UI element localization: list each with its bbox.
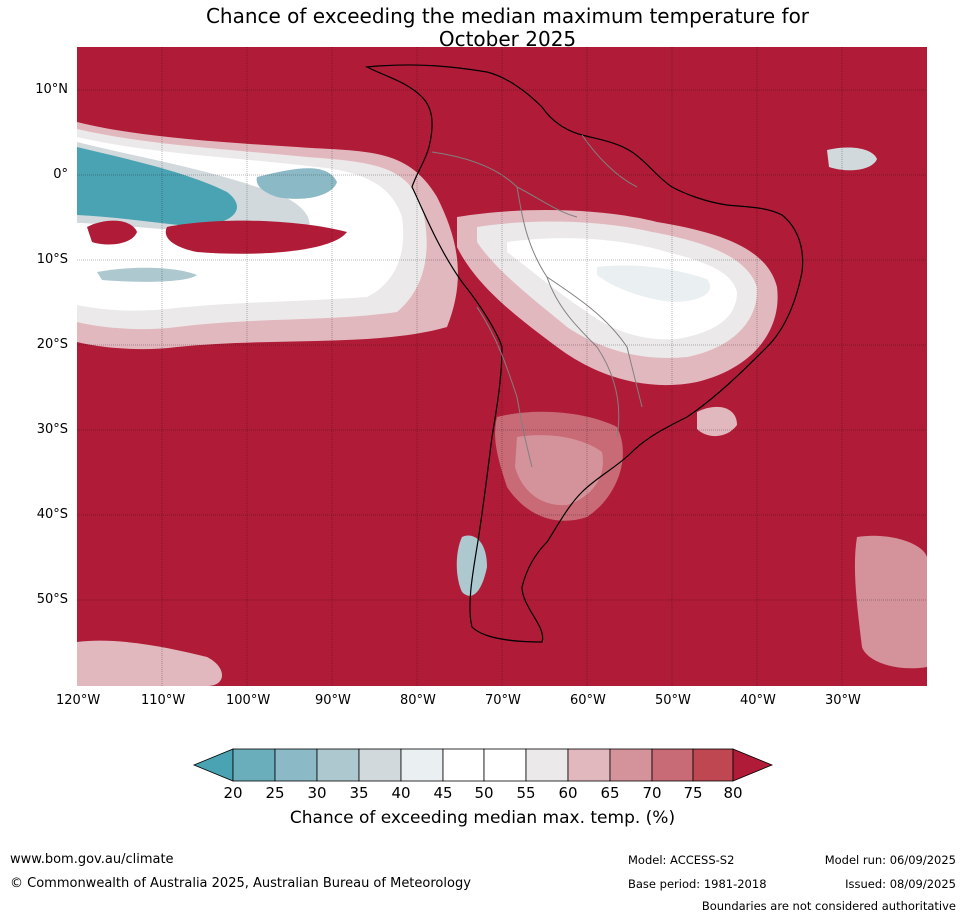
lon-tick-40w: 40°W (740, 693, 776, 708)
colorbar-label-25: 25 (265, 784, 285, 802)
lat-tick-30s: 30°S (36, 422, 68, 437)
map-title-line-1: Chance of exceeding the median maximum t… (205, 4, 810, 28)
lat-tick-20s: 20°S (36, 337, 68, 352)
model-run-date: Model run: 06/09/2025 (824, 853, 956, 867)
colorbar-bin-30-35 (316, 748, 360, 782)
atlantic-patch-1 (697, 406, 737, 437)
lon-tick-30w: 30°W (825, 693, 861, 708)
colorbar-bin-40-45 (400, 748, 444, 782)
band-25-30 (256, 168, 337, 199)
brazil-40-45 (597, 265, 711, 302)
south-pacific-patch (77, 640, 222, 686)
colorbar-label-80: 80 (723, 784, 743, 802)
colorbar-bin-65-70 (609, 748, 653, 782)
map-title-line-2: October 2025 (438, 27, 577, 51)
pacific-cool-band (77, 122, 458, 350)
band-below-20 (77, 147, 237, 227)
lon-tick-80w: 80°W (400, 693, 436, 708)
hot-blob-2 (165, 220, 347, 254)
colorbar-bin-50-55 (483, 748, 527, 782)
lat-tick-0: 0° (53, 167, 68, 182)
base-period: Base period: 1981-2018 (628, 877, 767, 891)
colorbar-label-45: 45 (433, 784, 453, 802)
colorbar-bin-55-60 (525, 748, 569, 782)
lon-tick-100w: 100°W (226, 693, 271, 708)
colorbar-label-20: 20 (223, 784, 243, 802)
colorbar-label-35: 35 (349, 784, 369, 802)
argentina-65-70 (515, 435, 603, 506)
colorbar-bin-75-80 (692, 748, 734, 782)
colorbar-label-55: 55 (516, 784, 536, 802)
copyright-text: © Commonwealth of Australia 2025, Austra… (10, 876, 471, 891)
colorbar-bin-45-50 (442, 748, 485, 782)
lon-tick-70w: 70°W (485, 693, 521, 708)
country-borders (431, 134, 643, 468)
colorbar-label-30: 30 (307, 784, 327, 802)
colorbar-label-60: 60 (558, 784, 578, 802)
forecast-map (77, 47, 927, 686)
colorbar-title: Chance of exceeding median max. temp. (%… (289, 808, 676, 828)
lon-tick-120w: 120°W (56, 693, 101, 708)
colorbar-extend-high (732, 748, 774, 782)
lon-tick-110w: 110°W (141, 693, 186, 708)
lat-tick-40s: 40°S (36, 507, 68, 522)
disclaimer-text: Boundaries are not considered authoritat… (701, 899, 956, 913)
colorbar (192, 748, 774, 782)
colorbar-bin-70-75 (651, 748, 694, 782)
colorbar-label-70: 70 (642, 784, 662, 802)
lat-tick-50s: 50°S (36, 592, 68, 607)
colorbar-bin-35-40 (358, 748, 402, 782)
atlantic-patch-2 (827, 147, 877, 171)
south-america-coastline (364, 64, 804, 643)
lon-tick-60w: 60°W (570, 693, 606, 708)
colorbar-bin-20-25 (232, 748, 276, 782)
lon-tick-50w: 50°W (655, 693, 691, 708)
website-link[interactable]: www.bom.gov.au/climate (10, 852, 174, 867)
map-gridlines (77, 47, 927, 686)
colorbar-bin-60-65 (567, 748, 611, 782)
southern-cone-patches (77, 147, 927, 686)
issued-date: Issued: 08/09/2025 (845, 877, 956, 891)
lon-tick-90w: 90°W (315, 693, 351, 708)
colorbar-label-75: 75 (683, 784, 703, 802)
brazil-neutral-region (457, 210, 778, 386)
colorbar-label-40: 40 (391, 784, 411, 802)
colorbar-label-50: 50 (474, 784, 494, 802)
patagonia-cool (456, 535, 487, 596)
colorbar-bin-25-30 (274, 748, 318, 782)
colorbar-label-65: 65 (600, 784, 620, 802)
model-name: Model: ACCESS-S2 (628, 853, 735, 867)
colorbar-extend-low (192, 748, 234, 782)
lat-tick-10s: 10°S (36, 252, 68, 267)
hot-blob-1 (87, 220, 137, 245)
cool-strip (97, 267, 197, 282)
atlantic-patch-3 (854, 535, 927, 669)
lat-tick-10n: 10°N (35, 82, 68, 97)
